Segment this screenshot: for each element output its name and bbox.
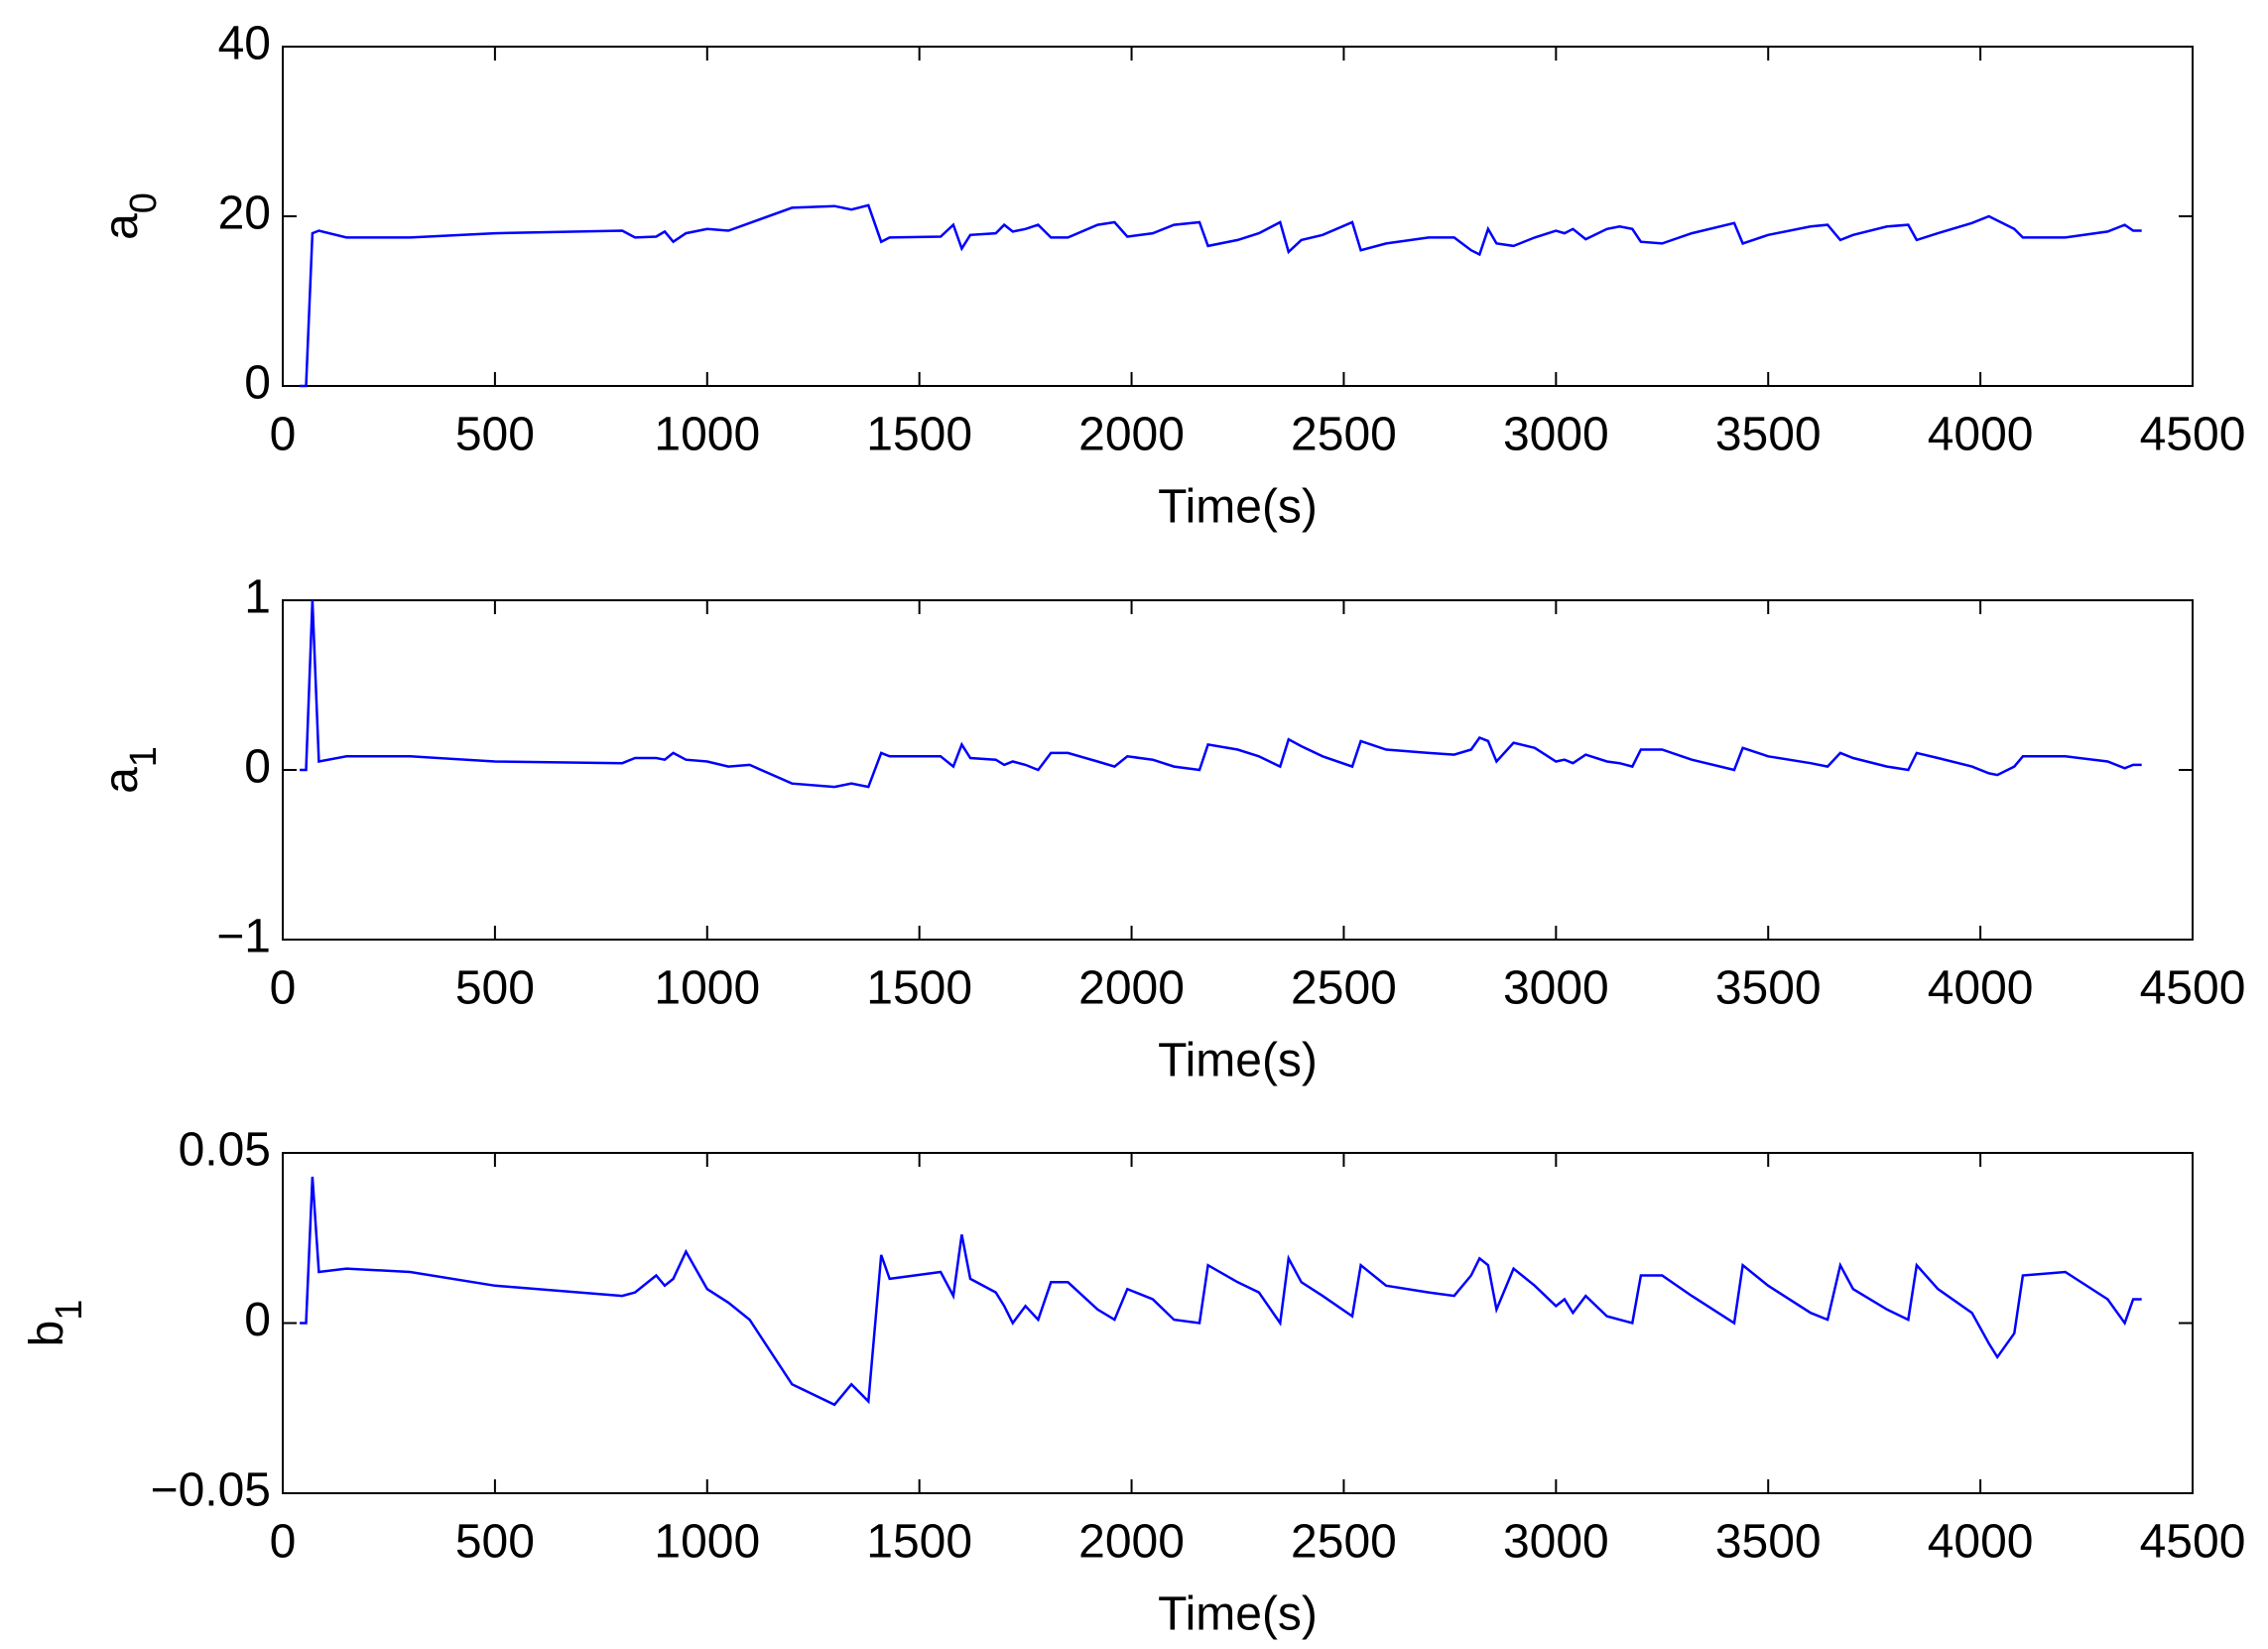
x-axis-label: Time(s): [1158, 481, 1318, 534]
x-tick-label: 4500: [2140, 1516, 2246, 1569]
y-tick-label: 0: [244, 1294, 271, 1346]
y-tick-label: 0: [244, 741, 271, 794]
x-tick-label: 1500: [866, 962, 972, 1015]
y-tick-label: 0: [244, 357, 271, 410]
x-tick-label: 4500: [2140, 409, 2246, 461]
x-tick-label: 4000: [1928, 1516, 2034, 1569]
y-axis-label: b1: [21, 1300, 90, 1347]
plot-frame: [282, 1152, 2194, 1494]
subplot: 0 500 1000 1500 2000 2500 3000 3500 4000 4500 0 20 4…: [95, 18, 2246, 534]
x-tick-label: 2500: [1291, 1516, 1397, 1569]
y-tick-label: 1: [244, 571, 271, 624]
x-tick-label: 3000: [1503, 1516, 1609, 1569]
x-tick-label: 3500: [1715, 1516, 1822, 1569]
x-tick-label: 500: [455, 1516, 535, 1569]
x-tick-label: 2500: [1291, 409, 1397, 461]
x-tick-label: 1500: [866, 1516, 972, 1569]
y-label-base: b: [21, 1321, 73, 1347]
x-tick-label: 3500: [1715, 409, 1822, 461]
x-tick-label: 3500: [1715, 962, 1822, 1015]
x-tick-label: 3000: [1503, 409, 1609, 461]
data-line: [300, 599, 2142, 789]
data-line: [300, 203, 2142, 388]
x-tick-label: 0: [270, 409, 297, 461]
x-tick-label: 2500: [1291, 962, 1397, 1015]
x-tick-label: 4000: [1928, 962, 2034, 1015]
y-tick-label: 20: [218, 188, 271, 240]
x-tick-label: 0: [270, 962, 297, 1015]
y-label-base: a: [95, 213, 148, 240]
x-tick-label: 3000: [1503, 962, 1609, 1015]
subplot: 0 500 1000 1500 2000 2500 3000 3500 4000 4500 −0.0…: [21, 1124, 2246, 1641]
y-axis-label: a1: [95, 746, 165, 794]
y-tick-label: −1: [216, 911, 271, 963]
x-axis-label: Time(s): [1158, 1035, 1318, 1087]
data-line: [300, 1176, 2142, 1407]
x-axis-label: Time(s): [1158, 1588, 1318, 1641]
x-tick-label: 1000: [654, 962, 760, 1015]
x-tick-label: 2000: [1078, 1516, 1185, 1569]
y-label-subscript: 0: [123, 192, 165, 213]
plot-frame: [282, 46, 2194, 387]
y-label-subscript: 1: [123, 746, 165, 767]
y-label-subscript: 1: [49, 1300, 90, 1321]
y-tick-label: −0.05: [151, 1464, 271, 1517]
x-tick-label: 1000: [654, 409, 760, 461]
subplot: 0 500 1000 1500 2000 2500 3000 3500 4000 4500−101…: [95, 571, 2246, 1087]
x-tick-label: 500: [455, 409, 535, 461]
x-tick-label: 4000: [1928, 409, 2034, 461]
y-tick-label: 0.05: [179, 1124, 271, 1177]
x-tick-label: 2000: [1078, 409, 1185, 461]
x-tick-label: 2000: [1078, 962, 1185, 1015]
x-tick-label: 0: [270, 1516, 297, 1569]
y-label-base: a: [95, 767, 148, 794]
x-tick-label: 4500: [2140, 962, 2246, 1015]
x-tick-label: 500: [455, 962, 535, 1015]
x-tick-label: 1500: [866, 409, 972, 461]
y-axis-label: a0: [95, 192, 165, 240]
y-tick-label: 40: [218, 18, 271, 70]
x-tick-label: 1000: [654, 1516, 760, 1569]
